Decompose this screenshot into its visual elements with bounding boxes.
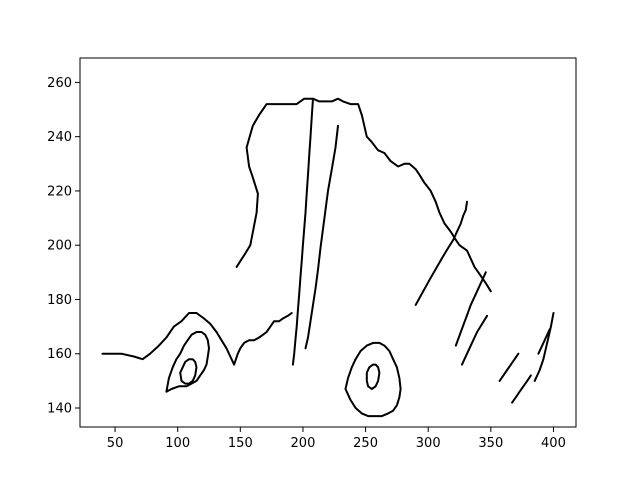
series-line-3 [291,97,314,366]
x-tick-label: 350 [478,436,503,451]
plot-frame [79,57,577,428]
y-tick-label: 240 [47,130,72,145]
series-line-1 [235,97,492,293]
x-tick-label: 400 [541,436,566,451]
series-line-13 [511,374,532,404]
x-tick-label: 100 [165,436,190,451]
series-line-9 [414,200,468,306]
series-line-5 [165,331,210,393]
series-line-6 [344,341,402,418]
x-tick-label: 150 [228,436,253,451]
x-tick-label: 50 [107,436,124,451]
series-line-7 [179,358,198,385]
plot-lines [101,97,555,418]
y-tick-label: 260 [47,76,72,91]
y-tick-label: 220 [47,184,72,199]
series-line-12 [498,352,520,382]
series-line-10 [454,271,487,347]
y-tick-label: 160 [47,347,72,362]
series-line-15 [537,328,551,355]
series-line-11 [461,314,489,366]
series-line-8 [365,363,381,390]
x-tick-label: 300 [416,436,441,451]
y-tick-label: 200 [47,239,72,254]
series-line-4 [101,312,293,366]
x-axis-ticks: 50 100 150 200 250 300 350 400 [107,427,566,451]
y-axis-ticks: 140 160 180 200 220 240 260 [47,76,80,417]
y-tick-label: 180 [47,293,72,308]
y-tick-label: 140 [47,402,72,417]
x-tick-label: 250 [353,436,378,451]
series-line-14 [533,312,555,382]
x-tick-label: 200 [291,436,316,451]
series-line-2 [304,124,339,350]
